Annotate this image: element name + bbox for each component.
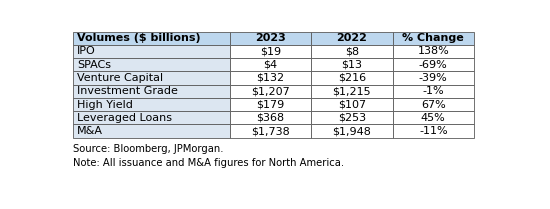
- Text: $179: $179: [256, 99, 284, 110]
- Text: 138%: 138%: [417, 46, 449, 56]
- Bar: [230, 58, 311, 71]
- Bar: [73, 98, 230, 111]
- Text: $1,738: $1,738: [251, 126, 290, 136]
- Text: $1,207: $1,207: [251, 86, 290, 96]
- Bar: [230, 45, 311, 58]
- Bar: [311, 32, 393, 45]
- Text: $253: $253: [338, 113, 366, 123]
- Bar: [311, 71, 393, 85]
- Text: 45%: 45%: [421, 113, 446, 123]
- Text: High Yield: High Yield: [77, 99, 133, 110]
- Text: $107: $107: [338, 99, 366, 110]
- Text: $1,215: $1,215: [333, 86, 371, 96]
- Bar: [393, 58, 474, 71]
- Text: $368: $368: [256, 113, 284, 123]
- Text: % Change: % Change: [403, 33, 464, 43]
- Bar: [311, 85, 393, 98]
- Text: $13: $13: [342, 60, 362, 70]
- Bar: [393, 45, 474, 58]
- Bar: [311, 111, 393, 124]
- Text: $132: $132: [256, 73, 284, 83]
- Bar: [311, 98, 393, 111]
- Bar: [311, 58, 393, 71]
- Bar: [230, 98, 311, 111]
- Bar: [73, 71, 230, 85]
- Text: $1,948: $1,948: [332, 126, 371, 136]
- Bar: [393, 32, 474, 45]
- Text: SPACs: SPACs: [77, 60, 111, 70]
- Text: -1%: -1%: [422, 86, 444, 96]
- Bar: [311, 45, 393, 58]
- Text: 2023: 2023: [255, 33, 286, 43]
- Text: Investment Grade: Investment Grade: [77, 86, 178, 96]
- Text: 2022: 2022: [337, 33, 367, 43]
- Text: $8: $8: [345, 46, 359, 56]
- Text: Volumes ($ billions): Volumes ($ billions): [77, 33, 201, 43]
- Bar: [230, 124, 311, 138]
- Text: IPO: IPO: [77, 46, 96, 56]
- Bar: [393, 71, 474, 85]
- Bar: [73, 45, 230, 58]
- Text: Venture Capital: Venture Capital: [77, 73, 163, 83]
- Bar: [73, 111, 230, 124]
- Text: -11%: -11%: [419, 126, 448, 136]
- Bar: [73, 124, 230, 138]
- Text: 67%: 67%: [421, 99, 446, 110]
- Text: $216: $216: [338, 73, 366, 83]
- Bar: [230, 111, 311, 124]
- Text: -69%: -69%: [419, 60, 448, 70]
- Bar: [393, 111, 474, 124]
- Text: Leveraged Loans: Leveraged Loans: [77, 113, 172, 123]
- Bar: [73, 85, 230, 98]
- Bar: [230, 32, 311, 45]
- Text: Source: Bloomberg, JPMorgan.: Source: Bloomberg, JPMorgan.: [73, 144, 223, 154]
- Text: -39%: -39%: [419, 73, 448, 83]
- Bar: [393, 124, 474, 138]
- Bar: [311, 124, 393, 138]
- Bar: [230, 85, 311, 98]
- Bar: [393, 98, 474, 111]
- Text: M&A: M&A: [77, 126, 103, 136]
- Bar: [73, 32, 230, 45]
- Bar: [73, 58, 230, 71]
- Bar: [393, 85, 474, 98]
- Bar: [230, 71, 311, 85]
- Text: Note: All issuance and M&A figures for North America.: Note: All issuance and M&A figures for N…: [73, 158, 344, 168]
- Text: $4: $4: [263, 60, 277, 70]
- Text: $19: $19: [260, 46, 281, 56]
